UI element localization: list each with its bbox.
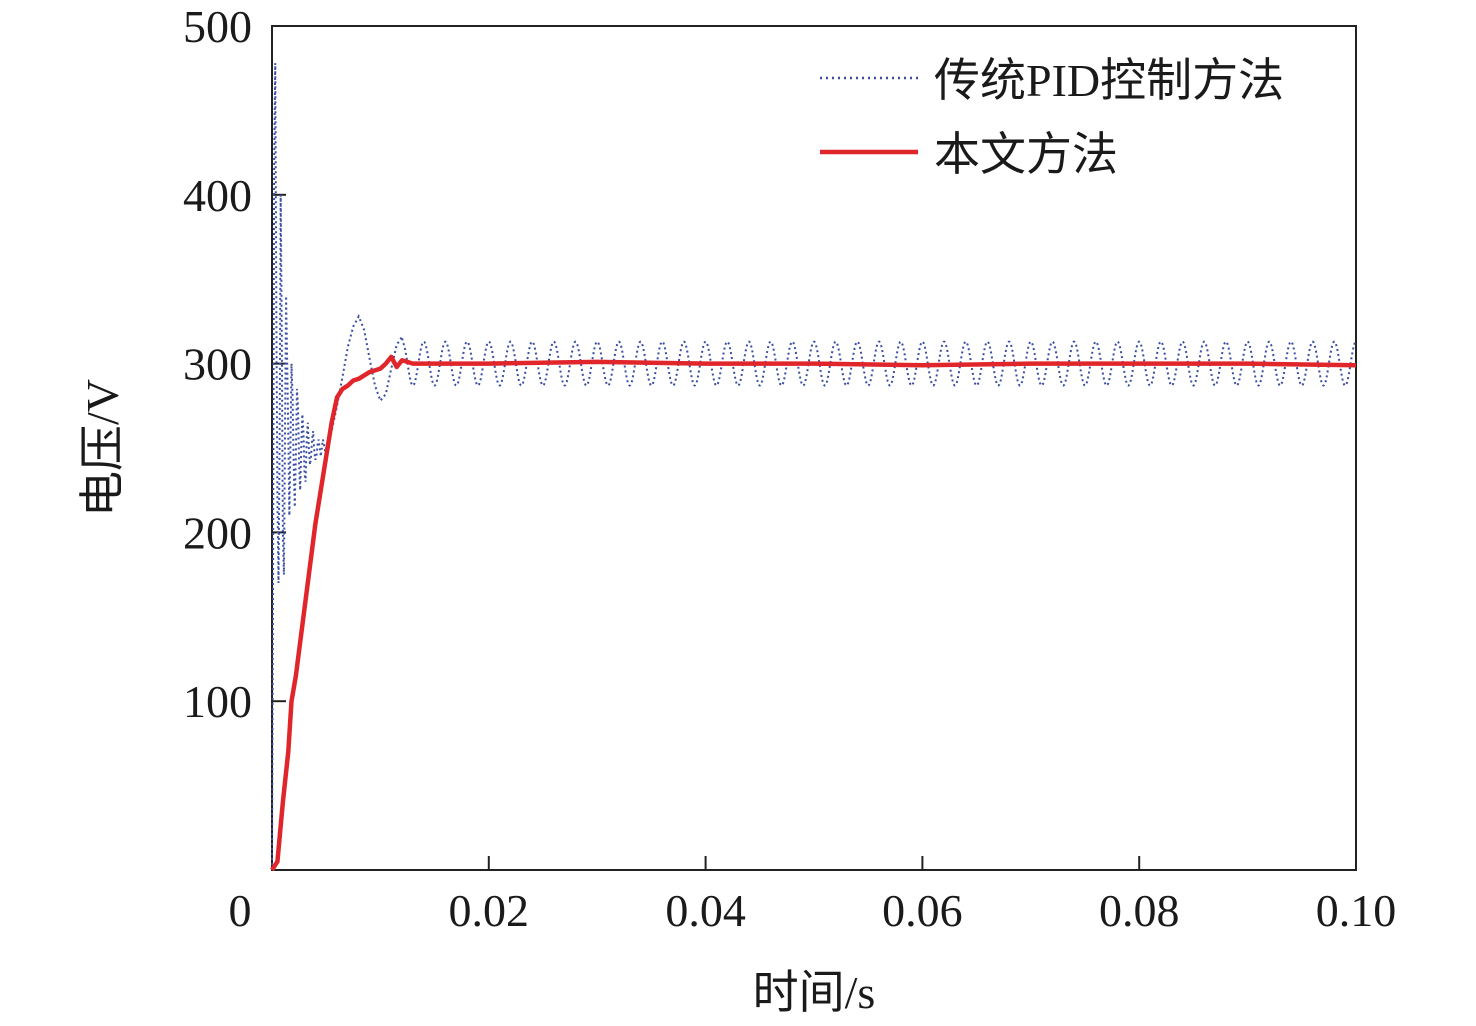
y-tick-label: 500 (183, 1, 252, 52)
x-tick-label: 0.06 (882, 885, 963, 936)
x-tick-label: 0.02 (449, 885, 530, 936)
x-tick-label: 0.04 (665, 885, 746, 936)
y-tick-label: 300 (183, 339, 252, 390)
y-tick-label: 100 (183, 676, 252, 727)
x-tick-label: 0 (229, 885, 252, 936)
y-axis-title: 电压/V (77, 379, 128, 517)
legend-label-pid: 传统PID控制方法 (934, 55, 1284, 106)
x-tick-label: 0.08 (1099, 885, 1180, 936)
y-tick-label: 400 (183, 170, 252, 221)
series-layer (270, 63, 1357, 872)
x-axis-title: 时间/s (753, 967, 876, 1018)
x-tick-label: 0.10 (1316, 885, 1397, 936)
plot-frame (271, 25, 1357, 871)
legend: 传统PID控制方法 本文方法 (820, 55, 1284, 180)
series-line-pid (271, 63, 1357, 871)
y-tick-label: 200 (183, 507, 252, 558)
legend-label-proposed: 本文方法 (934, 129, 1118, 180)
axis-ticks: 0 0.02 0.04 0.06 0.08 0.10 100 200 300 400 500 (183, 1, 1396, 936)
series-line-proposed (270, 354, 1357, 872)
